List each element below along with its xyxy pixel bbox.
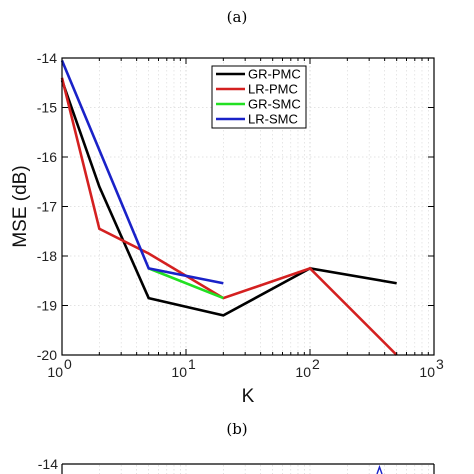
series-line-lr-smc <box>60 59 224 285</box>
series-layer <box>60 59 398 356</box>
y-tick-label: -20 <box>37 347 57 363</box>
series-line-gr-smc <box>148 267 224 300</box>
y-axis-title: MSE (dB) <box>10 165 31 247</box>
chart-b-series-peak <box>376 464 383 474</box>
x-tick-exponent: 0 <box>64 356 72 372</box>
x-tick-label: 10 <box>295 364 311 380</box>
chart-b-y-tick-label: -14 <box>38 456 58 472</box>
chart-b-grid <box>99 465 429 474</box>
series-line-gr-pmc <box>60 79 397 317</box>
legend-label-lr-smc: LR-SMC <box>248 112 298 127</box>
legend: GR-PMC LR-PMC GR-SMC LR-SMC <box>211 65 307 129</box>
y-tick-label: -18 <box>37 248 57 264</box>
legend-label-gr-pmc: GR-PMC <box>248 67 301 82</box>
chart-b: -14 <box>38 456 435 474</box>
x-tick-exponent: 3 <box>436 356 444 372</box>
y-tick-label: -19 <box>37 298 57 314</box>
legend-box <box>211 65 307 129</box>
y-tick-label: -16 <box>37 149 57 165</box>
y-tick-label: -14 <box>37 50 57 66</box>
panel-label-b: (b) <box>226 420 247 438</box>
tick-marks <box>61 57 435 356</box>
x-tick-label: 10 <box>47 364 63 380</box>
x-tick-exponent: 1 <box>188 356 196 372</box>
x-tick-exponent: 2 <box>312 356 320 372</box>
y-tick-label: -15 <box>37 100 57 116</box>
panel-label-a: (a) <box>227 8 248 26</box>
x-tick-label: 10 <box>171 364 187 380</box>
y-tick-label: -17 <box>37 199 57 215</box>
legend-label-gr-smc: GR-SMC <box>248 97 301 112</box>
legend-label-lr-pmc: LR-PMC <box>248 82 298 97</box>
x-axis-title: K <box>242 386 255 407</box>
x-tick-label: 10 <box>419 364 435 380</box>
